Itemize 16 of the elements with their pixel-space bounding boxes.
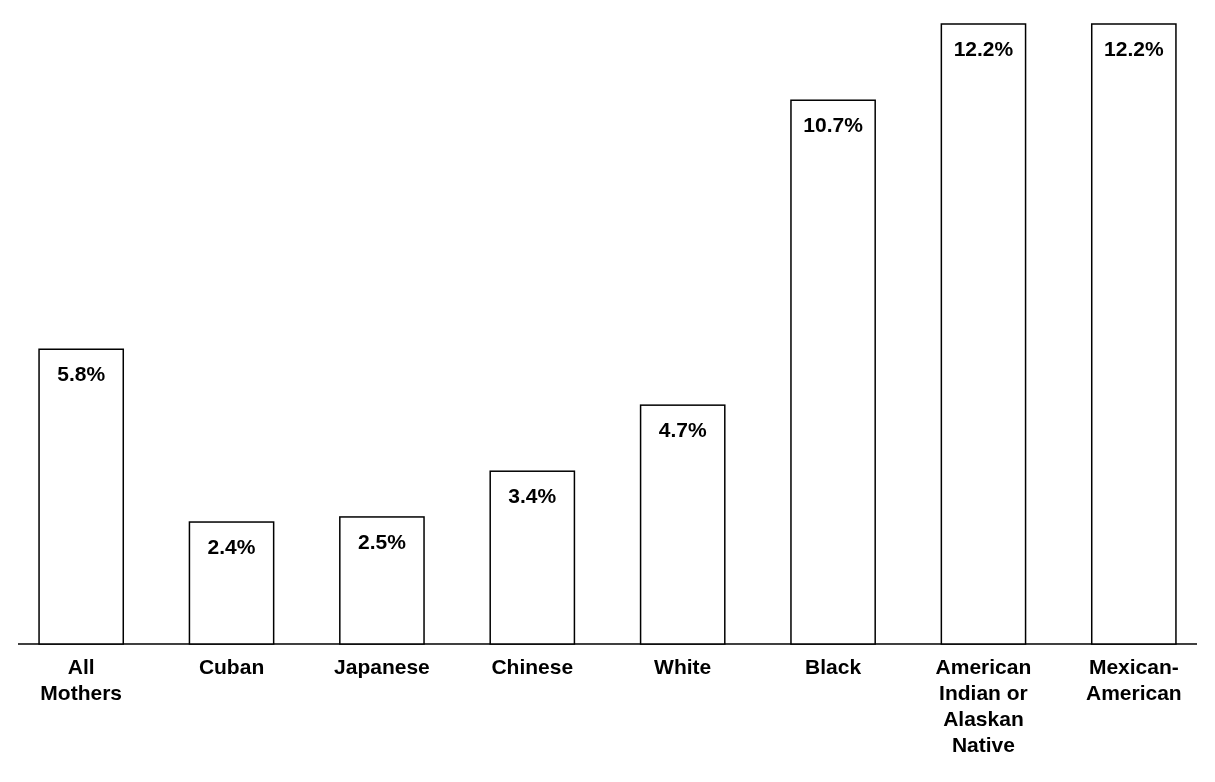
x-tick-label: Japanese	[334, 655, 430, 678]
data-label: 2.4%	[207, 535, 256, 559]
data-label: 4.7%	[658, 418, 707, 442]
x-tick-label: White	[654, 655, 712, 678]
x-tick-label: All Mothers	[40, 655, 122, 704]
data-label: 12.2%	[953, 37, 1014, 60]
data-label: 5.8%	[57, 362, 106, 386]
x-tick-label: Cuban	[198, 655, 265, 678]
x-tick-label: American Indian or Alaskan Native	[935, 655, 1032, 756]
data-label: 12.2%	[1104, 37, 1164, 60]
data-label: 2.5%	[357, 529, 407, 553]
x-tick-label: Mexican-American	[1085, 655, 1182, 704]
x-tick-label: Chinese	[491, 655, 574, 678]
data-label: 3.4%	[508, 484, 557, 508]
x-tick-label: Black	[805, 655, 862, 678]
data-label: 10.7%	[803, 113, 864, 137]
